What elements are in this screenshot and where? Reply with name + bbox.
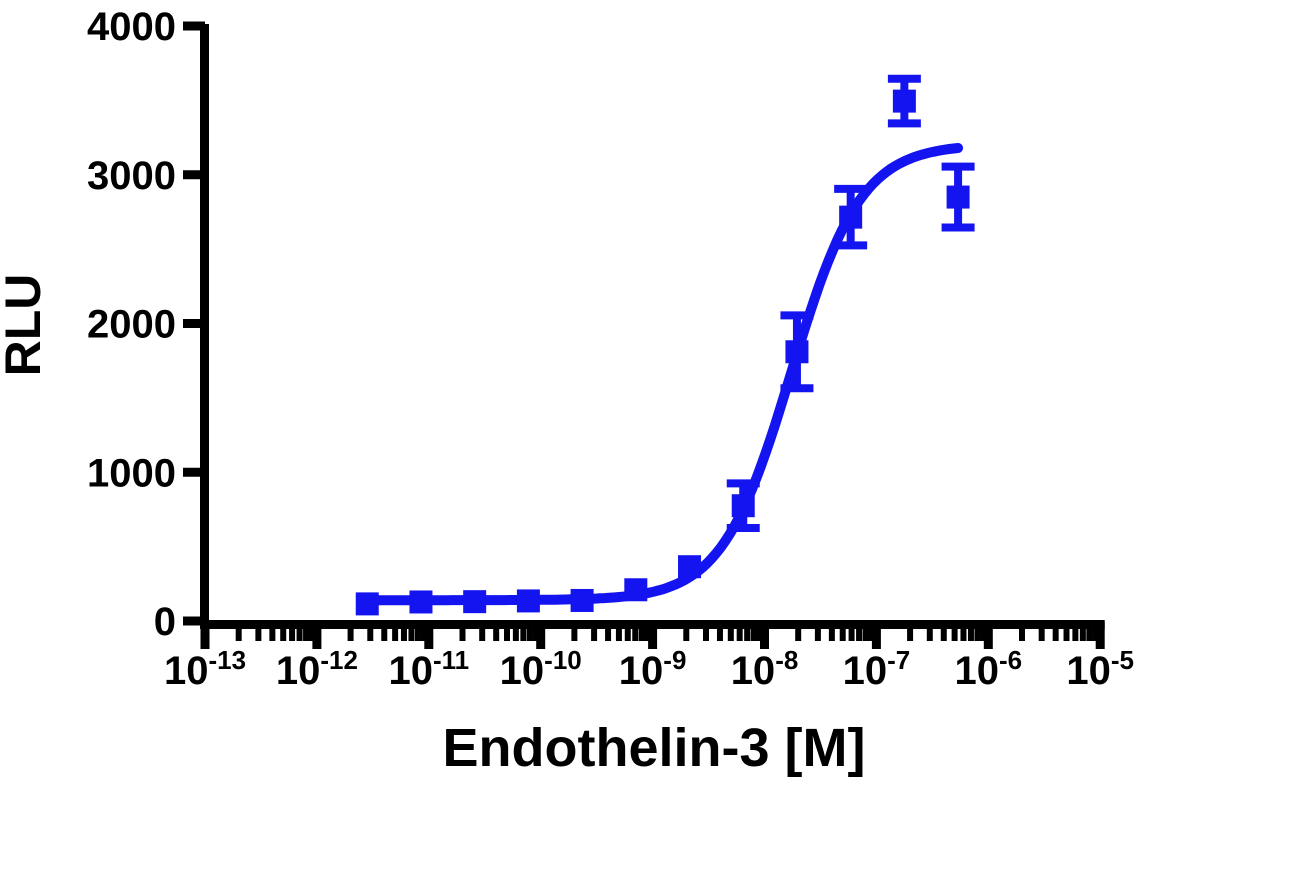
data-point-marker <box>678 555 702 579</box>
chart-plot-area: 0 1000 2000 3000 4000 10-13 10-12 10-11 10-10 10-… <box>87 5 1134 693</box>
data-point-marker <box>731 494 755 518</box>
y-tick-label: 2000 <box>87 303 176 347</box>
fit-curve <box>362 143 964 606</box>
data-point-marker <box>355 592 379 616</box>
x-tick-label: 10-11 <box>388 645 469 693</box>
data-point-marker <box>785 340 809 364</box>
data-point-marker <box>409 590 433 614</box>
y-tick-label: 4000 <box>87 5 176 49</box>
x-tick-label: 10-5 <box>1066 645 1134 693</box>
y-axis-title: RLU <box>0 274 51 377</box>
data-point-marker <box>463 590 487 614</box>
x-tick-label: 10-8 <box>731 645 799 693</box>
x-tick-label: 10-6 <box>954 645 1022 693</box>
data-point-marker <box>839 205 863 229</box>
data-point-marker <box>624 578 648 602</box>
x-tick-label: 10-10 <box>500 645 582 693</box>
y-tick-label: 3000 <box>87 154 176 198</box>
data-point-marker <box>570 588 594 612</box>
x-axis-title: Endothelin-3 [M] <box>443 718 866 778</box>
y-tick-label: 1000 <box>87 451 176 495</box>
data-point-marker <box>516 589 540 613</box>
x-tick-label: 10-12 <box>276 645 358 693</box>
data-point-marker <box>946 185 970 209</box>
x-tick-label: 10-9 <box>619 645 687 693</box>
x-tick-label: 10-13 <box>164 645 246 693</box>
x-tick-label: 10-7 <box>843 645 911 693</box>
data-point-marker <box>892 89 916 113</box>
y-tick-label: 0 <box>154 600 176 644</box>
